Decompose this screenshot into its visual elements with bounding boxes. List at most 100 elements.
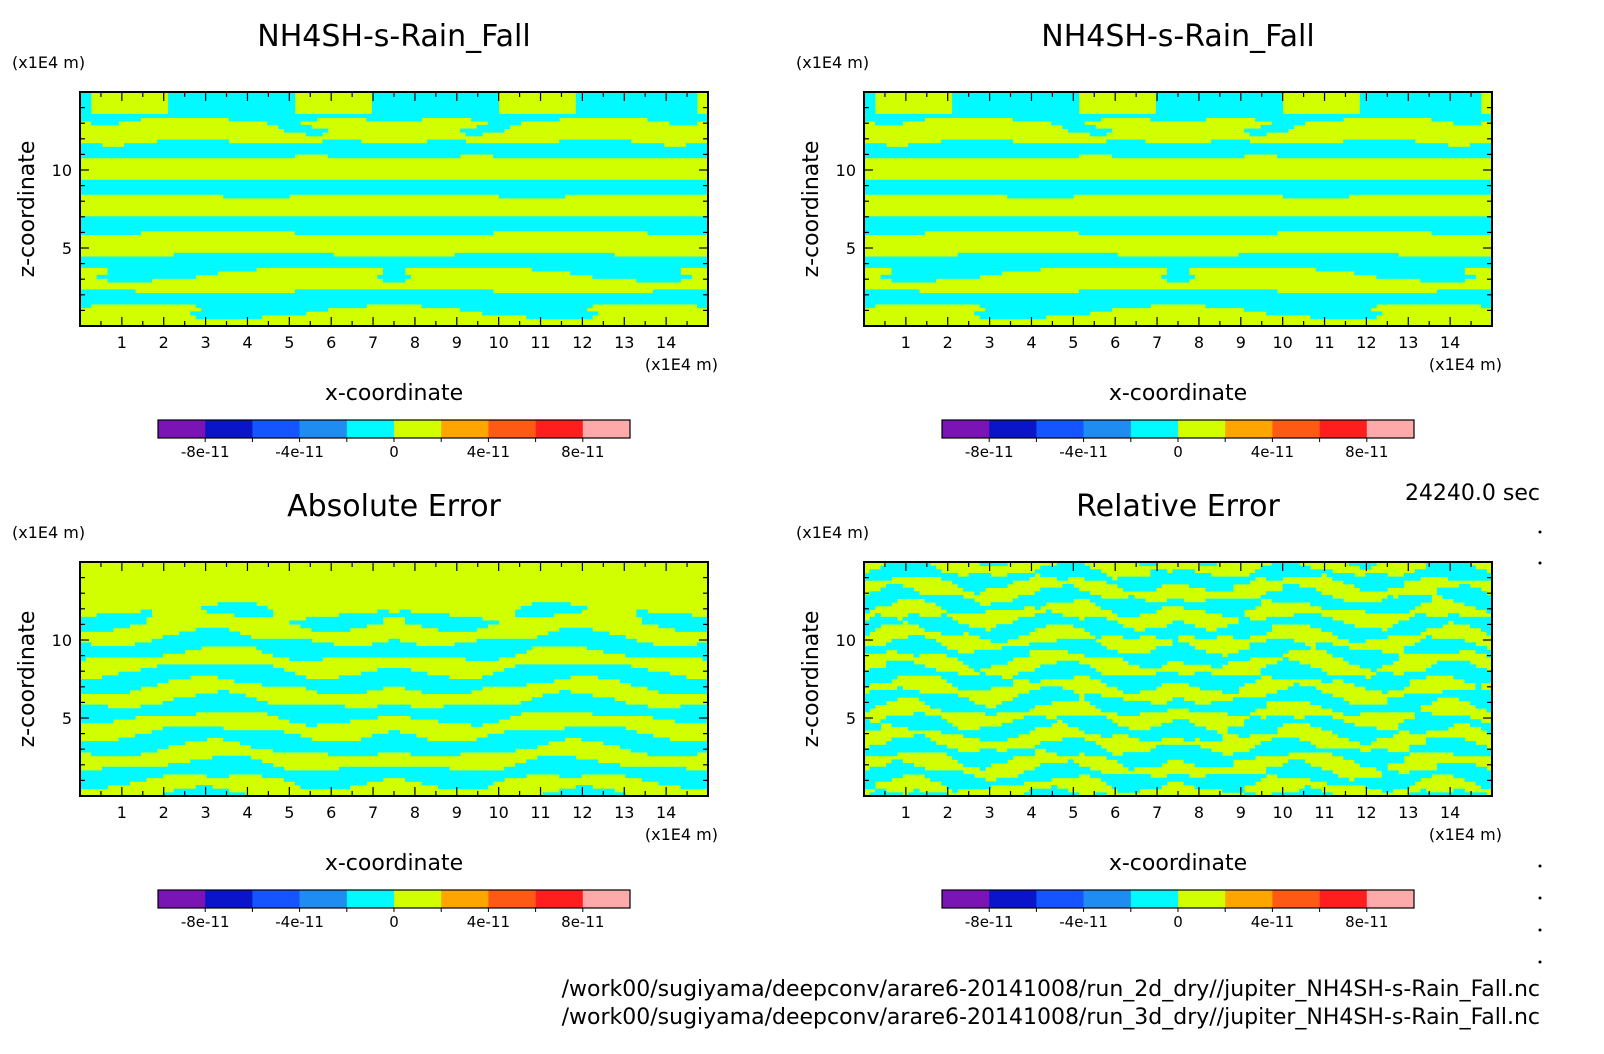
heatmap-cell-run: [1398, 594, 1432, 599]
heatmap-cell-run: [641, 616, 709, 621]
heatmap-cell-run: [913, 711, 925, 716]
heatmap-cell-run: [1095, 792, 1107, 797]
heatmap-cell-run: [963, 733, 1019, 738]
heatmap-cell-run: [941, 781, 1025, 786]
heatmap-cell-run: [869, 616, 898, 621]
heatmap-cell-run: [405, 686, 483, 691]
heatmap-cell-run: [952, 92, 1080, 97]
x-tick-label: 1: [901, 333, 911, 352]
heatmap-cell-run: [537, 755, 577, 760]
heatmap-cell-run: [162, 700, 268, 705]
y-tick-label: 5: [846, 239, 856, 258]
heatmap-cell-run: [891, 271, 1003, 276]
heatmap-cell-run: [1040, 741, 1096, 746]
heatmap-cell-run: [1266, 766, 1322, 771]
y-unit-label: (x1E4 m): [796, 53, 869, 72]
y-tick-label: 10: [836, 161, 856, 180]
heatmap-cell-run: [80, 263, 709, 268]
heatmap-cell-run: [1431, 117, 1493, 122]
heatmap-cell-run: [1409, 730, 1427, 735]
heatmap-cell-run: [1370, 675, 1427, 680]
heatmap-cell-run: [908, 620, 959, 625]
colorbar-bin: [394, 420, 442, 438]
heatmap-cell-run: [1387, 594, 1394, 599]
heatmap-cell-run: [1034, 766, 1091, 771]
heatmap-cell-run: [864, 143, 887, 148]
heatmap-cell-run: [80, 216, 709, 221]
heatmap-cell-run: [283, 128, 329, 133]
heatmap-cell-run: [1271, 737, 1300, 742]
heatmap-cell-run: [864, 609, 870, 614]
x-tick-label: 4: [1026, 803, 1036, 822]
heatmap-cell-run: [1271, 562, 1300, 567]
heatmap-cell-run: [1249, 715, 1262, 720]
heatmap-cell-run: [864, 576, 892, 581]
heatmap-cell-run: [957, 583, 1008, 588]
heatmap-cell-run: [1480, 726, 1493, 731]
heatmap-cell-run: [1348, 737, 1377, 742]
heatmap-cell-run: [630, 748, 709, 753]
x-unit-label: (x1E4 m): [1429, 825, 1502, 844]
heatmap-cell-run: [162, 726, 224, 731]
heatmap-cell-run: [1205, 304, 1377, 309]
heatmap-cell-run: [886, 660, 914, 665]
x-tick-label: 8: [410, 333, 420, 352]
heatmap-cell-run: [952, 99, 1080, 104]
heatmap-cell-run: [575, 106, 698, 111]
heatmap-cell-run: [1073, 624, 1124, 629]
heatmap-cell-run: [80, 110, 92, 115]
heatmap-cell-run: [140, 704, 345, 709]
heatmap-cell-run: [1447, 613, 1460, 618]
chart-title: NH4SH-s-Rain_Fall: [257, 19, 530, 54]
heatmap-cell-run: [864, 598, 898, 603]
heatmap-cell-run: [908, 635, 925, 640]
colorbar-label: -8e-11: [181, 913, 230, 931]
heatmap-cell-run: [864, 781, 876, 786]
x-tick-label: 14: [656, 803, 676, 822]
heatmap-cell-run: [1238, 616, 1251, 621]
heatmap-cell-run: [1106, 682, 1162, 687]
heatmap-cell-run: [338, 613, 450, 618]
heatmap-cell-run: [1117, 583, 1162, 588]
colorbar-label: 0: [1173, 913, 1183, 931]
heatmap-cell-run: [1326, 572, 1355, 578]
heatmap-cell-run: [80, 187, 709, 192]
heatmap-cell-run: [864, 190, 1493, 195]
heatmap-cell-run: [1084, 616, 1107, 621]
heatmap-cell-run: [1359, 587, 1388, 592]
heatmap-cell-run: [990, 638, 1008, 643]
heatmap-cell-run: [1348, 638, 1366, 643]
heatmap-cell-run: [1425, 565, 1476, 570]
heatmap-cell-run: [1227, 726, 1278, 731]
heatmap-cell-run: [1436, 587, 1482, 592]
heatmap-cell-run: [559, 627, 593, 632]
heatmap-cell-run: [80, 777, 147, 782]
heatmap-cell-run: [371, 99, 500, 104]
heatmap-cell-run: [1205, 774, 1267, 779]
heatmap-cell-run: [674, 627, 709, 632]
heatmap-cell-run: [1100, 708, 1168, 713]
heatmap-cell-run: [597, 675, 687, 680]
heatmap-cell-run: [1282, 587, 1317, 592]
heatmap-cell-run: [864, 675, 898, 680]
heatmap-cell-run: [1277, 154, 1493, 159]
heatmap-cell-run: [1007, 572, 1036, 578]
heatmap-cell-run: [1166, 271, 1190, 276]
colorbar-bin: [205, 420, 253, 438]
heatmap-cell-run: [278, 715, 378, 720]
heatmap-cell-run: [493, 671, 670, 676]
heatmap-cell-run: [1172, 697, 1184, 702]
heatmap-cell-run: [1040, 572, 1107, 578]
heatmap-cell-run: [80, 711, 197, 716]
heatmap-cell-run: [1244, 722, 1284, 727]
heatmap-cell-run: [1111, 154, 1245, 159]
heatmap-cell-run: [80, 92, 92, 97]
heatmap-cell-run: [1310, 624, 1355, 629]
heatmap-cell-run: [1332, 730, 1399, 735]
x-unit-label: (x1E4 m): [645, 825, 718, 844]
colorbar-label: -4e-11: [275, 443, 324, 461]
heatmap-cell-run: [388, 730, 400, 735]
heatmap-cell-run: [1122, 689, 1140, 695]
heatmap-cell-run: [963, 763, 992, 768]
heatmap-cell-run: [1310, 722, 1355, 727]
